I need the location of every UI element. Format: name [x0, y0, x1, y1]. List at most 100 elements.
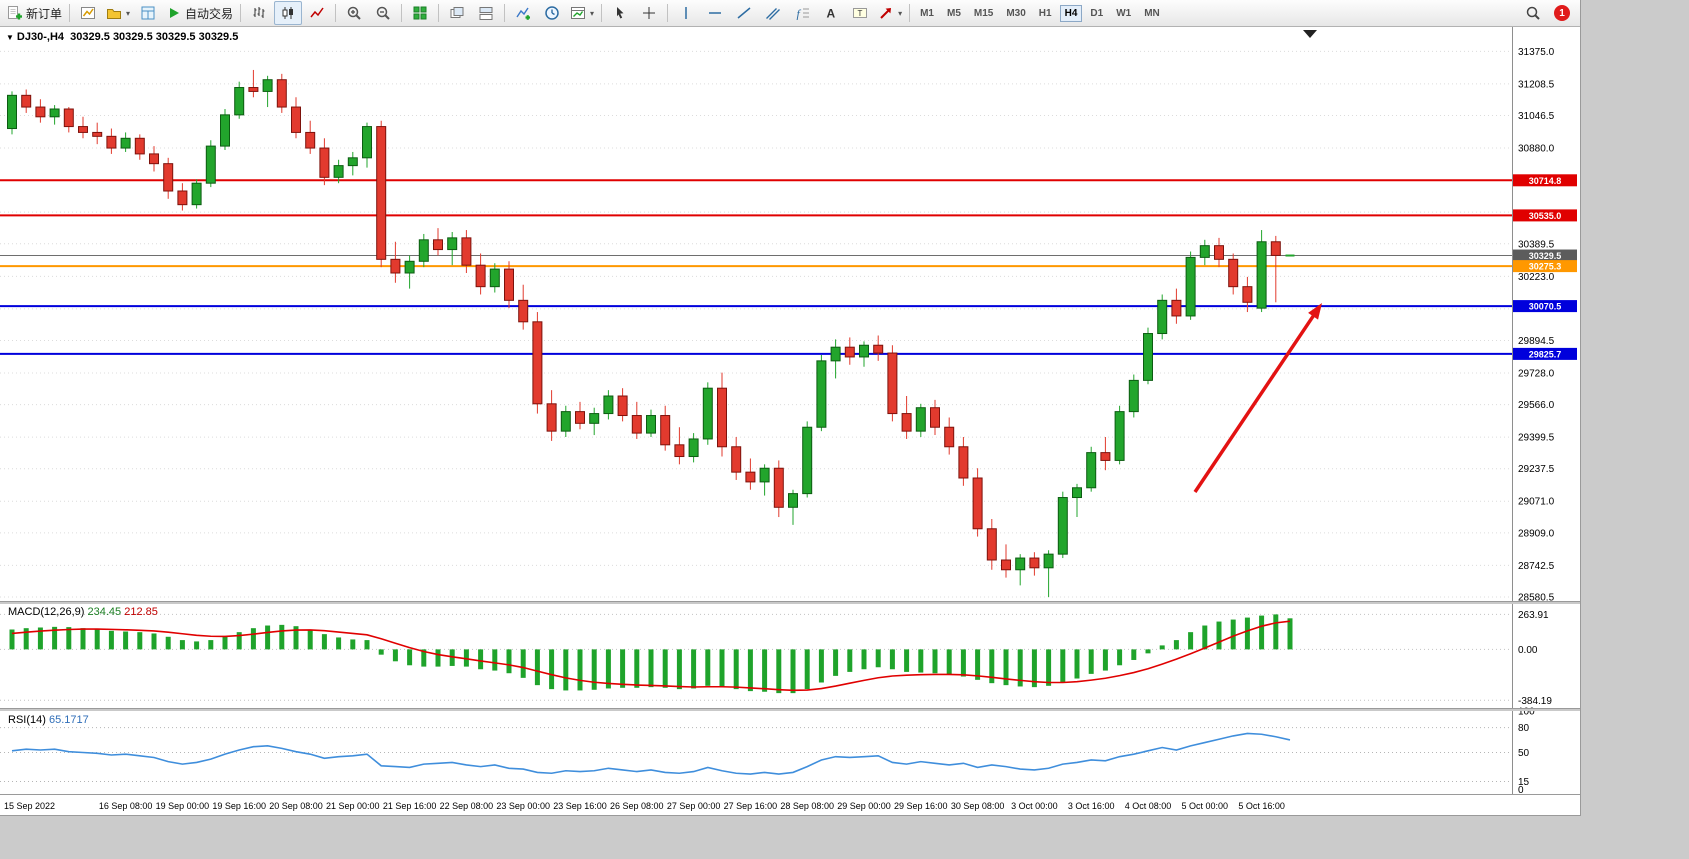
toolbar-separator	[401, 4, 403, 22]
macd-main-value: 234.45	[87, 606, 122, 618]
timeline-label: 3 Oct 00:00	[1011, 801, 1058, 811]
indicators-button[interactable]	[509, 1, 537, 25]
notification-icon: 1	[1554, 5, 1570, 21]
rsi-tick-label: 100	[1518, 707, 1535, 718]
ohlc-values: 30329.5 30329.5 30329.5 30329.5	[70, 31, 239, 43]
trendline-icon	[736, 5, 752, 21]
price-badge-29825.7: 29825.7	[1513, 347, 1577, 360]
toolbar-separator	[909, 4, 911, 22]
timeline-label: 5 Oct 00:00	[1182, 801, 1229, 811]
rsi-tick-label: 80	[1518, 723, 1530, 734]
dropdown-caret-icon: ▾	[590, 8, 595, 18]
dropdown-caret-icon: ▾	[898, 8, 903, 18]
fibonacci-button[interactable]: f	[788, 1, 816, 25]
pane-divider[interactable]	[0, 601, 1580, 604]
time-axis[interactable]: 15 Sep 2022 16 Sep 08:00 19 Sep 00:00 19 Se…	[4, 801, 1285, 811]
templates-button[interactable]: ▾	[567, 1, 597, 25]
chart-shift-marker[interactable]	[1303, 30, 1317, 38]
data-window-button[interactable]	[134, 1, 162, 25]
timeframe-M30[interactable]: M30	[1006, 7, 1026, 19]
macd-label: MACD(12,26,9) 234.45 212.85	[8, 606, 158, 618]
arrows-button[interactable]: ▾	[875, 1, 905, 25]
search-icon	[1525, 5, 1541, 21]
trendline-button[interactable]	[730, 1, 758, 25]
zoom-in-icon	[346, 5, 362, 21]
timeframe-M1[interactable]: M1	[920, 7, 934, 19]
vertical-line-button[interactable]	[672, 1, 700, 25]
trend-arrow-line[interactable]	[1193, 311, 1317, 493]
svg-text:30329.5: 30329.5	[1529, 251, 1562, 261]
timeframe-M5[interactable]: M5	[946, 7, 961, 19]
zoom-in-button[interactable]	[340, 1, 368, 25]
periods-button[interactable]	[538, 1, 566, 25]
channel-icon	[765, 5, 781, 21]
price-tick-label: 29894.5	[1518, 336, 1555, 347]
timeframe-M15[interactable]: M15	[973, 7, 994, 19]
price-badge-30535.0: 30535.0	[1513, 209, 1577, 222]
macd-signal-value: 212.85	[124, 606, 158, 618]
price-badge-30070.5: 30070.5	[1513, 300, 1577, 313]
chart-background[interactable]	[0, 27, 1580, 815]
price-tick-label: 28742.5	[1518, 561, 1555, 572]
macd-tick-label: 0.00	[1518, 645, 1538, 656]
timeframe-MN[interactable]: MN	[1144, 7, 1160, 19]
svg-text:A: A	[827, 7, 836, 21]
price-tick-label: 28580.5	[1518, 592, 1555, 603]
price-tick-label: 29399.5	[1518, 433, 1555, 444]
toolbar-separator	[240, 4, 242, 22]
svg-text:T: T	[858, 9, 863, 18]
zoom-out-button[interactable]	[369, 1, 397, 25]
chart-window: 31375.0 31208.5 31046.5 30880.0 30389.5 30223…	[0, 27, 1580, 815]
text-label-button[interactable]: T	[846, 1, 874, 25]
tile-windows-button[interactable]	[406, 1, 434, 25]
pane-divider[interactable]	[0, 708, 1580, 711]
arrange-windows-button[interactable]	[472, 1, 500, 25]
cursor-icon	[612, 5, 628, 21]
toolbar: 新订单 ▾ 自动交易 ▾ f A T ▾ M1 M5 M15 M30 H1 H4 D1 W1 MN 1	[0, 0, 1580, 27]
arrange-icon	[478, 5, 494, 21]
price-tick-label: 30880.0	[1518, 144, 1555, 155]
hline-icon	[707, 5, 723, 21]
timeline-label: 23 Sep 00:00	[496, 801, 550, 811]
new-chart-button[interactable]	[74, 1, 102, 25]
timeframe-D1[interactable]: D1	[1090, 7, 1104, 19]
price-tick-label: 28909.0	[1518, 528, 1555, 539]
price-axis[interactable]	[1513, 27, 1580, 795]
search-button[interactable]	[1519, 1, 1547, 25]
timeframe-W1[interactable]: W1	[1116, 7, 1132, 19]
cursor-button[interactable]	[606, 1, 634, 25]
rsi-name: RSI(14)	[8, 714, 46, 726]
timeline-label: 29 Sep 16:00	[894, 801, 948, 811]
cascade-windows-button[interactable]	[443, 1, 471, 25]
toolbar-separator	[601, 4, 603, 22]
candlestick-chart-button[interactable]	[274, 1, 303, 25]
text-button[interactable]: A	[817, 1, 845, 25]
rsi-line	[11, 732, 1291, 775]
svg-text:f: f	[797, 7, 802, 21]
horizontal-line-button[interactable]	[701, 1, 729, 25]
rsi-tick-label: 50	[1518, 748, 1530, 759]
crosshair-button[interactable]	[635, 1, 663, 25]
symbol-period-label: DJ30-,H4	[16, 31, 64, 43]
timeline-label: 15 Sep 2022	[4, 801, 55, 811]
toolbar-separator	[504, 4, 506, 22]
price-badge-30714.8: 30714.8	[1513, 174, 1577, 187]
price-badge-30275.3: 30275.3	[1513, 260, 1577, 273]
price-tick-label: 29237.5	[1518, 464, 1555, 475]
timeline-label: 21 Sep 00:00	[326, 801, 380, 811]
timeline-label: 22 Sep 08:00	[440, 801, 494, 811]
timeline-label: 27 Sep 16:00	[724, 801, 778, 811]
one-click-trading-caret-icon[interactable]: ▼	[6, 33, 14, 42]
timeframe-H1[interactable]: H1	[1038, 7, 1052, 19]
autotrading-button[interactable]: 自动交易	[163, 1, 236, 25]
price-tick-label: 30389.5	[1518, 239, 1555, 250]
svg-text:29825.7: 29825.7	[1529, 349, 1562, 359]
new-order-button[interactable]: 新订单	[4, 1, 65, 25]
timeframe-H4[interactable]: H4	[1059, 4, 1083, 22]
line-chart-button[interactable]	[303, 1, 331, 25]
notifications-button[interactable]: 1	[1548, 1, 1576, 25]
macd-name: MACD(12,26,9)	[8, 606, 85, 618]
profiles-button[interactable]: ▾	[103, 1, 133, 25]
bar-chart-button[interactable]	[245, 1, 273, 25]
equidistant-channel-button[interactable]	[759, 1, 787, 25]
